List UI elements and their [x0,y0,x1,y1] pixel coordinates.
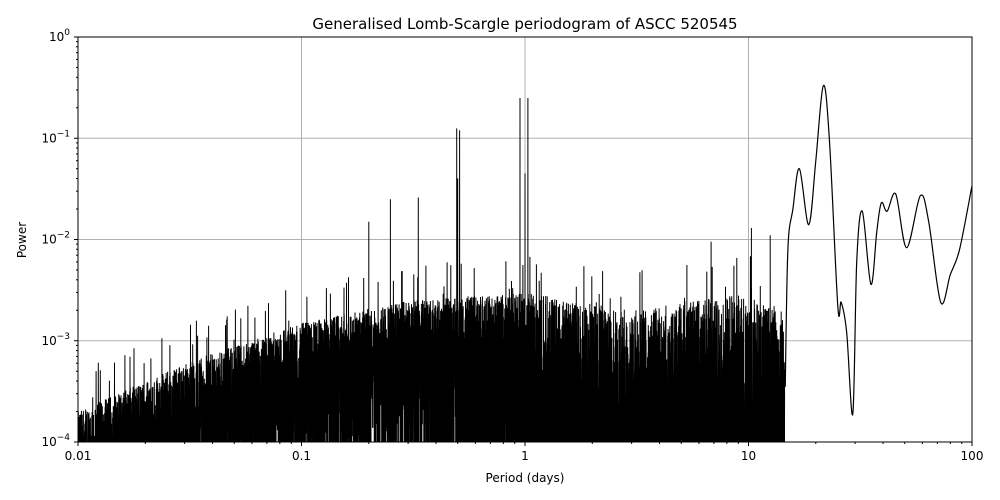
y-tick-label: 10−1 [41,129,70,145]
ticks: 0.01 0.1 1 10 100 10−4 10−3 10−2 10−1 100 [41,28,983,463]
y-tick-label: 100 [49,28,70,44]
x-tick-label: 100 [961,449,984,463]
x-tick-label: 10 [741,449,756,463]
y-axis-label: Power [15,222,29,258]
series [78,84,972,442]
y-tick-label: 10−4 [41,433,70,449]
x-tick-label: 1 [521,449,529,463]
chart-title: Generalised Lomb-Scargle periodogram of … [312,15,737,33]
periodogram-forest [78,97,786,442]
y-tick-label: 10−2 [41,231,70,247]
x-axis-label: Period (days) [486,471,565,485]
x-tick-label: 0.1 [292,449,311,463]
y-tick-label: 10−3 [41,332,70,348]
periodogram-long-period-curve [784,84,972,416]
x-tick-label: 0.01 [65,449,92,463]
